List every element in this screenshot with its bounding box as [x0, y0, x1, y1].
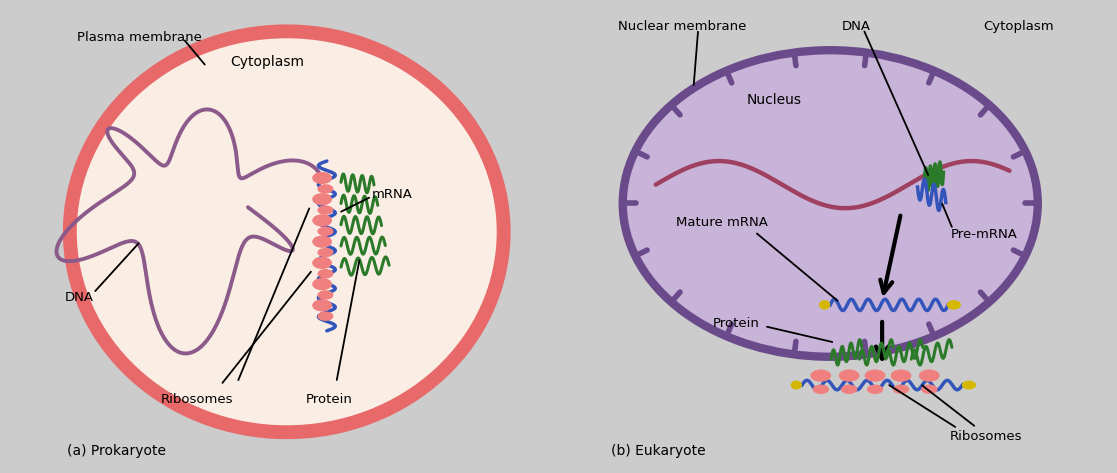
Ellipse shape	[317, 312, 334, 321]
Ellipse shape	[922, 385, 937, 394]
Ellipse shape	[865, 369, 886, 382]
Ellipse shape	[317, 269, 334, 279]
Ellipse shape	[811, 369, 831, 382]
Ellipse shape	[841, 385, 858, 394]
Ellipse shape	[839, 369, 859, 382]
Ellipse shape	[69, 31, 504, 432]
Ellipse shape	[819, 300, 830, 310]
Text: Nucleus: Nucleus	[746, 93, 801, 107]
Text: Plasma membrane: Plasma membrane	[77, 31, 202, 44]
Text: (a) Prokaryote: (a) Prokaryote	[67, 444, 166, 458]
Ellipse shape	[317, 227, 334, 236]
Ellipse shape	[317, 290, 334, 300]
Ellipse shape	[317, 184, 334, 193]
Text: Ribosomes: Ribosomes	[949, 430, 1022, 443]
Ellipse shape	[317, 248, 334, 257]
Text: mRNA: mRNA	[372, 188, 412, 201]
Text: Mature mRNA: Mature mRNA	[676, 216, 767, 229]
Text: Pre-mRNA: Pre-mRNA	[951, 228, 1018, 241]
Text: Nuclear membrane: Nuclear membrane	[618, 19, 746, 33]
Ellipse shape	[947, 300, 961, 310]
Ellipse shape	[313, 278, 332, 290]
Ellipse shape	[867, 385, 884, 394]
Text: Cytoplasm: Cytoplasm	[230, 55, 304, 69]
Ellipse shape	[791, 381, 802, 390]
Ellipse shape	[313, 257, 332, 269]
Text: Ribosomes: Ribosomes	[161, 393, 233, 406]
Ellipse shape	[812, 385, 829, 394]
Ellipse shape	[317, 205, 334, 215]
Ellipse shape	[919, 369, 939, 382]
Text: DNA: DNA	[842, 19, 870, 33]
Ellipse shape	[962, 381, 976, 390]
Ellipse shape	[313, 214, 332, 227]
Text: Protein: Protein	[306, 393, 353, 406]
Ellipse shape	[313, 172, 332, 184]
Ellipse shape	[313, 236, 332, 248]
Text: (b) Eukaryote: (b) Eukaryote	[611, 444, 706, 458]
Ellipse shape	[313, 299, 332, 312]
Text: Cytoplasm: Cytoplasm	[984, 19, 1054, 33]
Ellipse shape	[313, 193, 332, 205]
Ellipse shape	[892, 385, 909, 394]
Text: Protein: Protein	[713, 317, 760, 330]
Ellipse shape	[623, 50, 1038, 357]
Text: DNA: DNA	[65, 291, 94, 304]
Ellipse shape	[890, 369, 911, 382]
